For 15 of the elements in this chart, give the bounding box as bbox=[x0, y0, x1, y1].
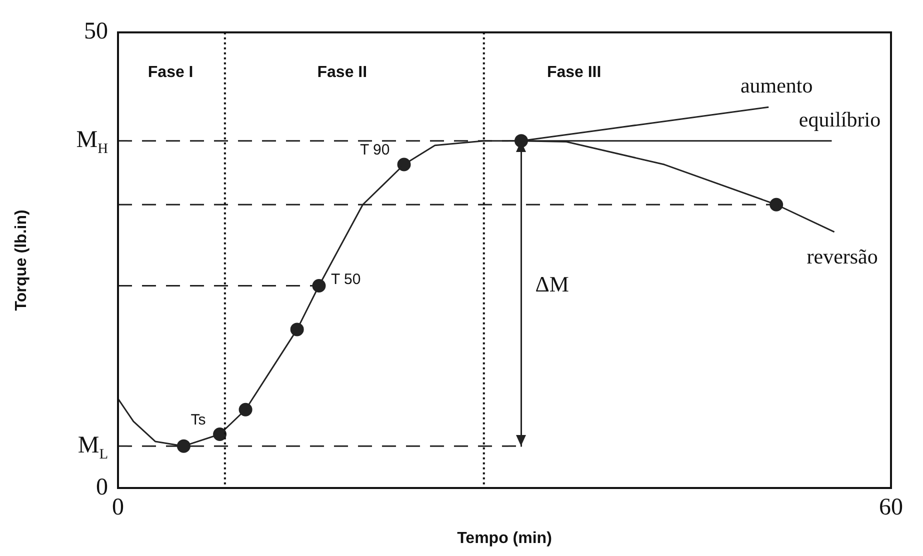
y-tick-label: 0 bbox=[96, 474, 108, 500]
annotation: T 90 bbox=[360, 142, 390, 159]
series-label: aumento bbox=[740, 74, 813, 98]
annotation: ΔM bbox=[535, 271, 569, 296]
annotation: Ts bbox=[190, 411, 206, 428]
x-tick-label: 60 bbox=[879, 494, 903, 521]
series-label: equilíbrio bbox=[798, 107, 881, 132]
annotation: Fase III bbox=[546, 64, 602, 81]
series-label: reversão bbox=[806, 244, 878, 268]
annotation: T 50 bbox=[330, 270, 361, 288]
y-tick-label: 50 bbox=[84, 18, 108, 45]
annotation: Fase I bbox=[148, 64, 194, 81]
x-axis-title: Tempo (min) bbox=[457, 530, 552, 547]
annotation: Fase II bbox=[317, 64, 368, 81]
y-axis-title: Torque (lb.in) bbox=[13, 210, 30, 311]
